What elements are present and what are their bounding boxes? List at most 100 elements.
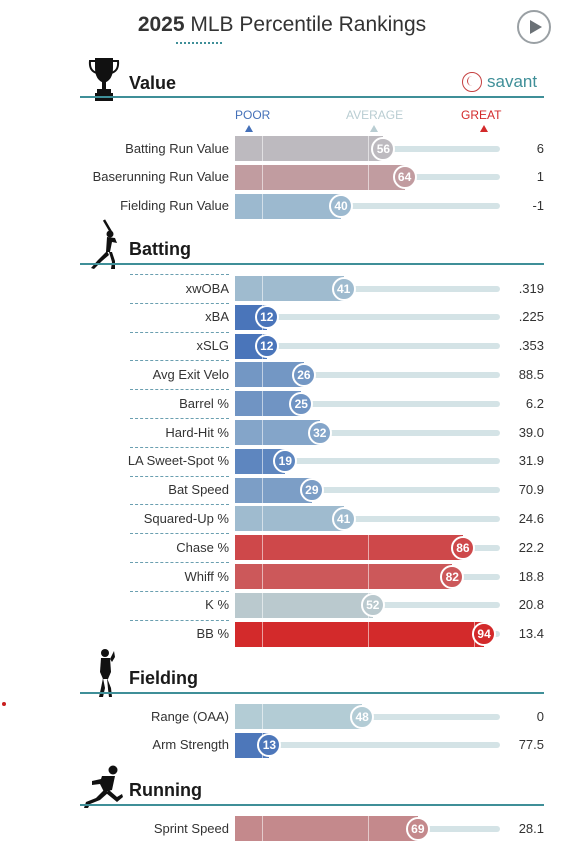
metric-value: -1: [532, 198, 544, 214]
metric-value: 20.8: [518, 597, 544, 613]
metric-label: Barrel %: [179, 395, 229, 411]
percentile-guide-line: [261, 535, 263, 561]
metric-value: 70.9: [518, 482, 544, 498]
metric-label: Chase %: [176, 539, 229, 555]
percentile-track: [235, 371, 500, 378]
row-divider: [130, 562, 229, 563]
metric-value: 39.0: [518, 424, 544, 440]
percentile-bar: [235, 164, 405, 190]
percentile-guide-line: [261, 816, 263, 841]
percentile-track: [235, 742, 500, 749]
percentile-bar: [235, 276, 344, 301]
metric-label: Bat Speed: [168, 482, 229, 498]
metric-value: 31.9: [518, 453, 544, 469]
metric-label: K %: [205, 597, 229, 613]
percentile-guide-line: [367, 564, 369, 589]
percentile-bubble: 19: [273, 449, 298, 474]
percentile-bubble: 12: [254, 334, 279, 359]
metric-value: 0: [536, 708, 544, 724]
percentile-bubble: 32: [307, 420, 332, 445]
row-divider: [130, 418, 229, 419]
percentile-track: [235, 314, 500, 321]
percentile-bubble: 41: [331, 506, 356, 531]
metric-value: 13.4: [518, 626, 544, 642]
percentile-track: [235, 285, 500, 292]
metric-value: 88.5: [518, 366, 544, 382]
row-divider: [130, 274, 229, 275]
percentile-guide-line: [367, 816, 369, 841]
metric-label: xwOBA: [185, 280, 229, 296]
percentile-guide-line: [261, 592, 263, 618]
metric-label: xBA: [205, 309, 229, 325]
row-divider: [130, 590, 229, 592]
metric-label: Avg Exit Velo: [152, 366, 229, 382]
row-divider: [130, 360, 229, 362]
metric-label: Sprint Speed: [153, 820, 229, 836]
percentile-bar: [235, 506, 344, 532]
metric-value: .225: [518, 309, 544, 325]
metric-value: 24.6: [518, 510, 544, 526]
section-title-running: Running: [129, 780, 202, 800]
section-title-value: Value: [129, 73, 177, 93]
page-title: 2025 MLB Percentile Rankings: [0, 10, 564, 40]
title-underline: [176, 42, 222, 44]
percentile-guide-line: [367, 164, 369, 190]
metric-label: Whiff %: [184, 568, 229, 584]
percentile-track: [235, 458, 500, 465]
percentile-bubble: 69: [405, 816, 430, 841]
stray-dot: [2, 702, 6, 706]
percentile-bubble: 25: [289, 391, 314, 416]
title-year: 2025: [137, 13, 185, 36]
metric-label: Arm Strength: [152, 737, 229, 753]
percentile-guide-line: [261, 164, 263, 190]
metric-label: Hard-Hit %: [165, 424, 229, 440]
percentile-bar: [235, 816, 418, 841]
metric-label: Baserunning Run Value: [92, 169, 229, 185]
savant-logo[interactable]: savant: [462, 70, 537, 94]
section-divider-running: [80, 804, 544, 806]
percentile-guide-line: [261, 391, 263, 417]
row-divider: [130, 389, 229, 391]
metric-value: .319: [518, 280, 544, 296]
play-button[interactable]: [517, 10, 551, 44]
title-text: MLB Percentile Rankings: [184, 13, 427, 36]
metric-label: Batting Run Value: [125, 140, 229, 156]
metric-label: xSLG: [196, 338, 229, 354]
percentile-bubble: 41: [331, 276, 356, 301]
percentile-bubble: 56: [371, 136, 396, 161]
scale-arrow-poor: [245, 125, 253, 132]
percentile-track: [235, 400, 500, 407]
percentile-bar: [235, 564, 453, 589]
percentile-guide-line: [261, 136, 263, 161]
section-divider-fielding: [80, 692, 544, 694]
percentile-bar: [235, 621, 485, 647]
row-divider: [130, 475, 229, 477]
scale-label-great: GREAT: [461, 108, 502, 122]
scale-arrow-great: [480, 125, 488, 132]
percentile-bar: [235, 477, 312, 503]
percentile-guide-line: [261, 193, 263, 219]
metric-value: 18.8: [518, 568, 544, 584]
percentile-track: [235, 343, 500, 350]
metric-value: 1: [536, 169, 544, 185]
percentile-track: [235, 429, 500, 436]
metric-label: BB %: [196, 626, 229, 642]
percentile-bubble: 13: [257, 733, 282, 758]
percentile-bubble: 48: [350, 704, 375, 729]
section-divider-batting: [80, 263, 544, 265]
percentile-bubble: 86: [450, 535, 475, 560]
percentile-guide-line: [261, 477, 263, 503]
percentile-bubble: 64: [392, 165, 417, 190]
percentile-bubble: 40: [329, 194, 353, 219]
savant-brand-text: savant: [487, 72, 538, 91]
metric-value: .353: [518, 338, 544, 354]
row-divider: [130, 619, 229, 621]
metric-label: Squared-Up %: [143, 510, 229, 526]
percentile-track: [235, 515, 500, 522]
percentile-bubble: 26: [291, 362, 316, 387]
percentile-bubble: 52: [360, 593, 385, 618]
scale-arrow-average: [370, 125, 378, 132]
section-title-batting: Batting: [129, 239, 191, 259]
metric-value: 28.1: [518, 820, 544, 836]
percentile-guide-line: [261, 420, 263, 445]
